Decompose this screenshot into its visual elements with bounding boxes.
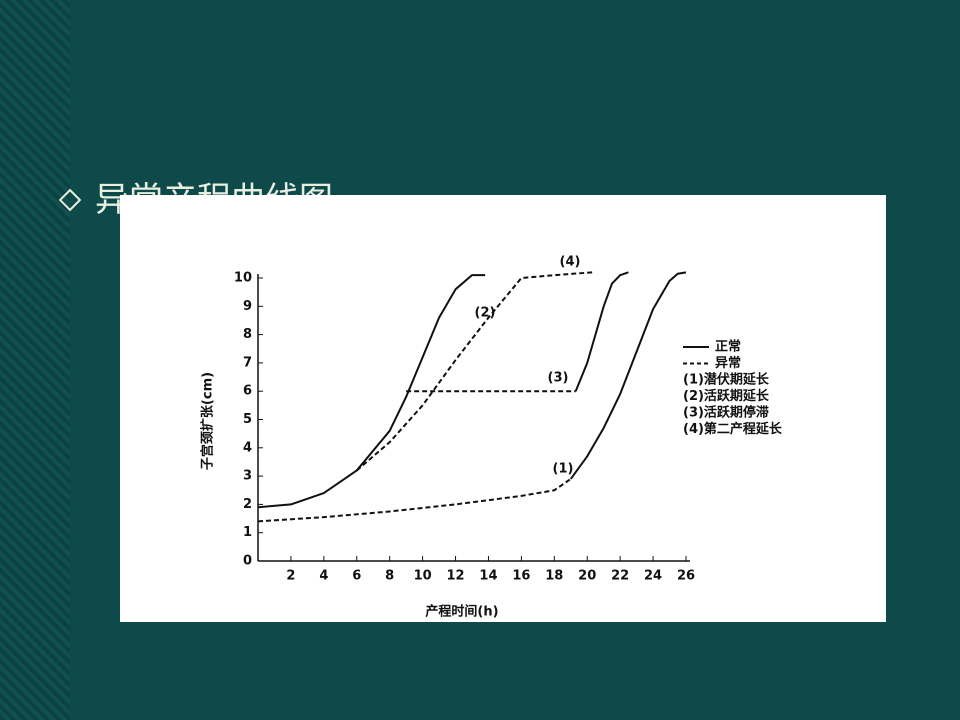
y-tick-label: 10 <box>234 271 252 286</box>
x-axis-label: 产程时间(h) <box>425 604 498 620</box>
annotation: (2) <box>475 306 496 321</box>
legend-label: 异常 <box>715 355 741 371</box>
x-tick-label: 18 <box>545 569 563 584</box>
y-tick-label: 9 <box>243 299 252 314</box>
legend-label: 正常 <box>715 339 741 355</box>
side-strip <box>0 0 70 720</box>
y-tick-label: 1 <box>243 525 252 540</box>
x-tick-label: 26 <box>677 569 695 584</box>
series-line <box>257 271 593 523</box>
y-tick-label: 6 <box>243 384 252 399</box>
legend-note: (4)第二产程延长 <box>683 421 783 437</box>
x-tick-label: 22 <box>611 569 629 584</box>
y-axis-label: 子宫颈扩张(cm) <box>200 372 216 470</box>
x-tick-label: 14 <box>479 569 497 584</box>
annotation: (1) <box>553 462 574 477</box>
y-tick-label: 0 <box>243 554 252 569</box>
x-tick-label: 8 <box>385 569 394 584</box>
x-tick-label: 24 <box>644 569 662 584</box>
x-tick-label: 16 <box>512 569 530 584</box>
legend-note: (2)活跃期延长 <box>683 388 770 404</box>
x-tick-label: 10 <box>414 569 432 584</box>
y-tick-label: 8 <box>243 327 252 342</box>
y-tick-label: 4 <box>243 440 252 455</box>
legend-note: (1)潜伏期延长 <box>683 372 770 388</box>
x-tick-label: 2 <box>286 569 295 584</box>
y-tick-label: 7 <box>243 355 252 370</box>
annotation: (4) <box>560 255 581 270</box>
x-tick-label: 6 <box>352 569 361 584</box>
chart-background <box>120 195 886 622</box>
y-tick-label: 5 <box>243 412 252 427</box>
x-tick-label: 4 <box>319 569 328 584</box>
x-tick-label: 12 <box>446 569 464 584</box>
y-tick-label: 3 <box>243 469 252 484</box>
x-tick-label: 20 <box>578 569 596 584</box>
legend-note: (3)活跃期停滞 <box>683 405 769 421</box>
series-line <box>257 271 687 509</box>
y-tick-label: 2 <box>243 497 252 512</box>
annotation: (3) <box>548 371 569 386</box>
